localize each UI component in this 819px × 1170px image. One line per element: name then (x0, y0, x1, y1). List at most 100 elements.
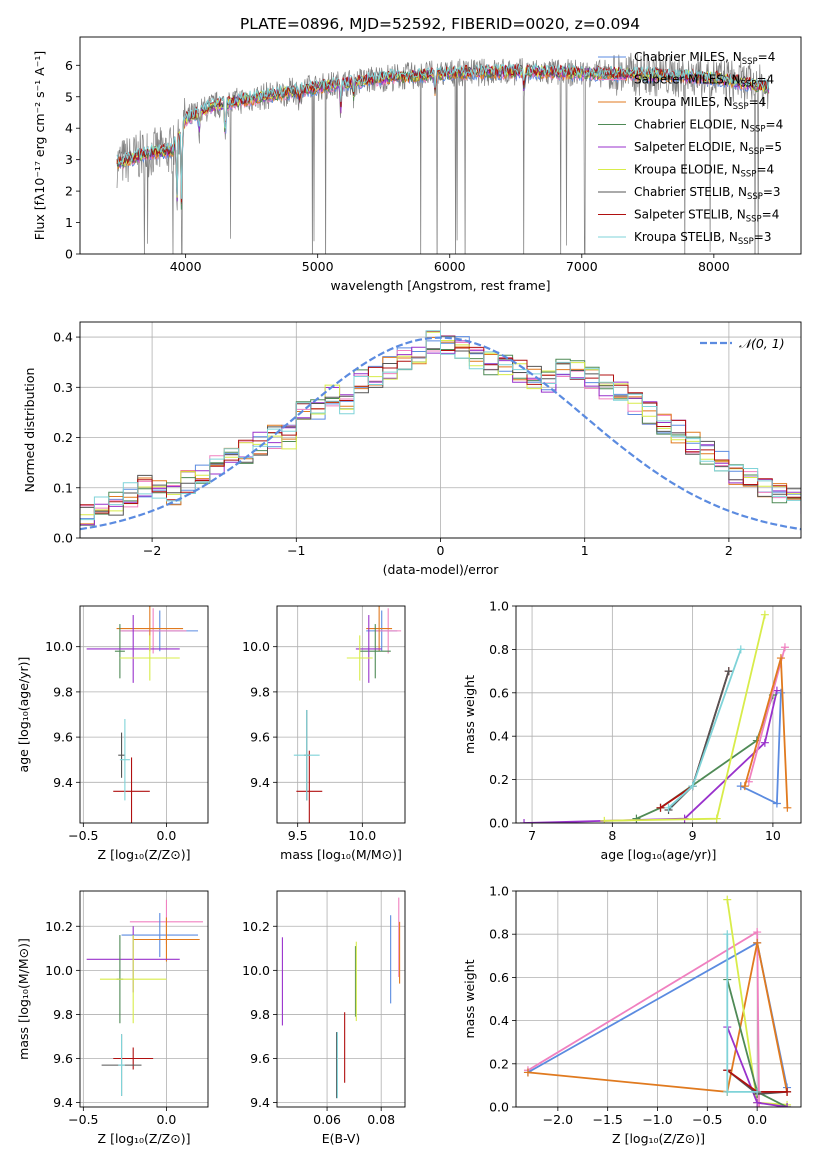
legend-sub: SSP (750, 125, 766, 135)
histogram-step (80, 330, 801, 519)
legend-suffix: =3 (754, 230, 772, 244)
error-bar-point (119, 635, 180, 681)
legend-sub: SSP (733, 102, 749, 112)
legend-entry: Chabrier STELIB, NSSP=3 (634, 185, 781, 202)
x-tick-label: 10 (765, 828, 781, 843)
legend-entry: Kroupa STELIB, NSSP=3 (634, 230, 772, 247)
weight-line (527, 942, 788, 1093)
weight-marker (736, 645, 745, 654)
weight-marker (772, 799, 781, 808)
weight-marker (523, 1068, 532, 1077)
error-bar-point (121, 913, 199, 958)
error-bar-point (133, 917, 200, 962)
weight-marker (783, 1087, 792, 1096)
x-tick-label: 2 (725, 543, 733, 558)
weight-marker (712, 814, 721, 823)
x-tick-label: −2 (143, 543, 161, 558)
y-tick-label: 0.1 (53, 480, 73, 495)
legend-label: Kroupa STELIB, N (634, 230, 738, 244)
axes-frame (515, 605, 802, 824)
y-tick-label: 9.6 (250, 1051, 270, 1066)
legend-label: Salpeter STELIB, N (634, 208, 746, 222)
legend-label: Salpeter MILES, N (634, 73, 741, 87)
y-axis-label: mass [log₁₀(M/M⊙)] (16, 938, 31, 1060)
weight-marker (783, 803, 792, 812)
legend-entry: 𝒩(0, 1) (739, 336, 785, 351)
y-tick-label: 9.4 (53, 775, 73, 790)
y-tick-label: 0.8 (489, 642, 509, 657)
plot-area (116, 52, 770, 254)
plot-area (520, 610, 792, 823)
x-axis-label: Z [log₁₀(Z/Z⊙)] (612, 1131, 705, 1146)
legend-label: Chabrier MILES, N (634, 50, 742, 64)
legend-sub: SSP (741, 80, 757, 90)
legend-suffix: =4 (762, 208, 780, 222)
weight-marker (753, 1087, 762, 1096)
x-axis-label: E(B-V) (322, 1131, 361, 1146)
y-tick-label: 10.0 (45, 639, 73, 654)
weight-marker (664, 803, 673, 812)
axes-frame (276, 605, 406, 824)
x-tick-label: −1.0 (642, 1112, 672, 1127)
x-tick-label: 0.0 (156, 1112, 176, 1127)
y-axis-label: Normed distribution (22, 368, 37, 493)
axes-weight_vs_age: 7 8 9 10 0.0 0.2 0.4 0.6 0.8 1.0 age [log₁₀(age/yr… (462, 599, 802, 862)
y-tick-label: 1 (65, 215, 73, 230)
x-axis-label: wavelength [Angstrom, rest frame] (330, 278, 550, 293)
legend-suffix: =5 (764, 140, 782, 154)
weight-marker (723, 895, 732, 904)
legend-entry: Salpeter STELIB, NSSP=4 (634, 208, 779, 225)
axes-frame (79, 321, 802, 539)
x-tick-label: 9 (689, 828, 697, 843)
axes-spectrum: 4000 5000 6000 7000 8000 0 1 2 3 4 5 6 Chabrier MILE… (32, 36, 802, 293)
error-bar-point (119, 719, 130, 801)
error-bar-point (86, 615, 180, 683)
legend-label: Chabrier ELODIE, N (634, 118, 750, 132)
histogram-step (80, 336, 801, 520)
y-tick-label: 0.2 (489, 772, 509, 787)
y-tick-label: 1.0 (489, 599, 509, 614)
legend-entry: Salpeter MILES, NSSP=4 (634, 73, 774, 90)
weight-marker (740, 782, 749, 791)
legend-suffix: =3 (763, 185, 781, 199)
model-line (116, 68, 770, 210)
y-tick-label: 10.0 (45, 963, 73, 978)
y-tick-label: 9.8 (53, 1007, 73, 1022)
weight-marker (656, 803, 665, 812)
legend-entry: Chabrier ELODIE, NSSP=4 (634, 118, 783, 135)
x-axis-label: age [log₁₀(age/yr)] (601, 847, 717, 862)
axes-frame (79, 605, 209, 824)
y-axis-label: Flux [fλ10⁻¹⁷ erg cm⁻² s⁻¹ A⁻¹] (32, 51, 47, 240)
weight-marker (753, 1098, 762, 1107)
x-tick-label: −1 (287, 543, 305, 558)
y-tick-label: 0.8 (489, 927, 509, 942)
y-tick-label: 9.8 (250, 684, 270, 699)
x-tick-label: 6000 (434, 259, 466, 274)
y-tick-label: 10.0 (242, 963, 270, 978)
weight-marker (723, 1087, 732, 1096)
weight-marker (755, 1103, 764, 1107)
plot-area (80, 330, 801, 531)
error-bar-point (359, 624, 391, 679)
x-tick-label: 10.0 (348, 828, 376, 843)
weight-marker (688, 782, 697, 791)
error-bar-point (99, 935, 167, 1024)
y-tick-label: 1.0 (489, 884, 509, 899)
error-bar-point (366, 606, 393, 652)
legend-suffix: =4 (758, 50, 776, 64)
y-tick-label: 6 (65, 58, 73, 73)
histogram-step (80, 340, 801, 526)
legend-sub: SSP (748, 147, 764, 157)
weight-marker (780, 643, 789, 652)
y-axis-label: mass weight (462, 959, 477, 1038)
y-tick-label: 5 (65, 89, 73, 104)
y-tick-label: 0.4 (489, 729, 509, 744)
plot-area (281, 897, 401, 1099)
legend-label: Kroupa ELODIE, N (634, 163, 741, 177)
axes-frame (79, 36, 802, 255)
weight-marker (723, 930, 732, 939)
y-tick-label: 0.0 (489, 1100, 509, 1115)
weight-marker (724, 667, 733, 676)
y-axis-label: mass weight (462, 675, 477, 754)
